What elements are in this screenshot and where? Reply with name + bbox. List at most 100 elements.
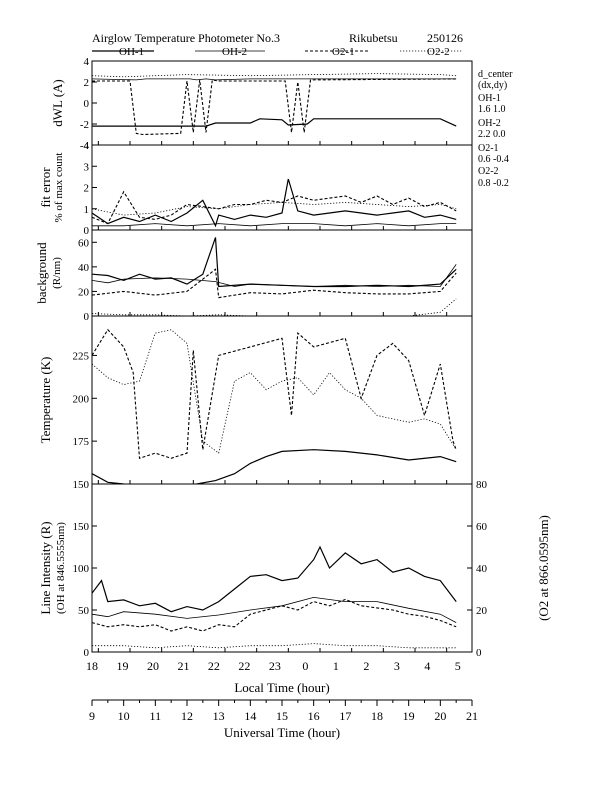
universal-tick-label: 9 (89, 709, 95, 723)
series-fit-oh-2 (92, 223, 457, 227)
legend-label-o2-2: O2-2 (427, 46, 450, 58)
universal-time-label: Universal Time (hour) (224, 725, 340, 740)
ytick-label-dwl: 0 (84, 98, 90, 110)
series-intensity-oh-1 (92, 545, 457, 613)
universal-tick-label: 10 (118, 709, 130, 723)
ytick-label-fit: 3 (84, 161, 90, 173)
universal-tick-label: 19 (403, 709, 415, 723)
local-tick-label: 19 (116, 659, 128, 673)
panels: 4 2 0 -2 -4 dWL (A)4 3 2 1 0 fit error% of max cou… (34, 56, 551, 659)
series-dwl-oh-1 (92, 118, 457, 127)
legend: OH-1 OH-2 O2-1 O2-2 (92, 46, 462, 58)
ylabel-intensity: Line Intensity (R) (38, 521, 53, 614)
ylabel-background: background (34, 242, 49, 304)
series-temperature-oh-1 (92, 449, 457, 484)
panel-background: 60 40 20 0 background (R/nm) (34, 229, 473, 323)
series-dwl-o2-1 (92, 78, 457, 136)
local-tick-label: 22 (208, 659, 220, 673)
ytick-right-label-intensity: 0 (476, 647, 482, 659)
local-time-label: Local Time (hour) (234, 680, 329, 695)
series-intensity-o2-1 (92, 598, 457, 632)
ytick-label-fit: 0 (84, 225, 90, 237)
universal-tick-label: 21 (466, 709, 478, 723)
local-tick-label: 4 (424, 659, 430, 673)
ytick-label-background: 0 (84, 311, 90, 323)
universal-tick-label: 11 (150, 709, 162, 723)
ytick-label-intensity: 50 (78, 605, 90, 617)
d-center-name-oh-2: OH-2 (478, 118, 501, 129)
series-fit-o2-1 (92, 190, 457, 225)
d-center-value-oh-1: 1.6 1.0 (478, 104, 506, 115)
ytick-label-background: 40 (78, 262, 90, 274)
series-intensity-o2-2 (92, 643, 457, 649)
d-center-value-oh-2: 2.2 0.0 (478, 129, 506, 140)
local-tick-label: 0 (302, 659, 308, 673)
local-tick-label: 3 (394, 659, 400, 673)
ytick-right-label-intensity: 80 (476, 479, 488, 491)
universal-tick-label: 14 (244, 709, 256, 723)
ylabel-fit: fit error (38, 167, 53, 208)
panel-dwl: 4 2 0 -2 -4 dWL (A) (50, 56, 473, 152)
chart-title: Airglow Temperature Photometer No.3 (92, 31, 280, 45)
series-background-oh-2 (92, 264, 457, 287)
ytick-label-fit: 1 (84, 204, 90, 216)
panel-temperature: 225 200 175 150 Temperature (K) (38, 315, 473, 491)
d-center-name-o2-1: O2-1 (478, 143, 499, 154)
ylabel-right-intensity: (O2 at 866.0595nm) (536, 515, 551, 621)
panel-frame-intensity (91, 483, 473, 653)
series-temperature-o2-1 (92, 328, 457, 460)
series-background-o2-2 (92, 298, 457, 316)
panel-intensity: 150 100 50 0 80 60 40 20 0 Line Intensity (R) (OH … (38, 479, 551, 659)
ytick-label-temperature: 200 (73, 393, 90, 405)
series-background-o2-1 (92, 268, 457, 299)
d-center-name-o2-2: O2-2 (478, 166, 499, 177)
series-intensity-oh-2 (92, 596, 457, 623)
ylabel-fit-2: % of max count (53, 153, 65, 223)
ylabel-intensity-2: (OH at 846.5555nm) (55, 522, 67, 614)
legend-label-oh-2: OH-2 (222, 46, 247, 58)
ytick-right-label-intensity: 40 (476, 563, 488, 575)
local-tick-label: 22 (238, 659, 250, 673)
d-center-heading: d_center (478, 69, 513, 80)
ytick-label-intensity: 100 (73, 563, 90, 575)
ytick-label-intensity: 150 (73, 521, 90, 533)
panel-frame-background (91, 229, 473, 317)
local-tick-label: 21 (177, 659, 189, 673)
ylabel-temperature: Temperature (K) (38, 357, 53, 444)
universal-tick-label: 18 (371, 709, 383, 723)
ytick-label-background: 20 (78, 286, 90, 298)
ytick-label-temperature: 175 (73, 436, 90, 448)
station-name: Rikubetsu (349, 31, 398, 45)
d-center-value-o2-2: 0.8 -0.2 (478, 178, 509, 189)
ytick-label-dwl: -4 (80, 140, 90, 152)
ytick-label-intensity: 0 (84, 647, 90, 659)
ytick-label-fit: 4 (84, 140, 90, 152)
universal-tick-label: 13 (213, 709, 225, 723)
date-code: 250126 (427, 31, 463, 45)
universal-tick-label: 20 (434, 709, 446, 723)
ytick-right-label-intensity: 60 (476, 521, 488, 533)
ytick-right-label-intensity: 20 (476, 605, 488, 617)
legend-label-o2-1: O2-1 (332, 46, 355, 58)
series-temperature-o2-2 (92, 329, 457, 454)
ytick-label-dwl: -2 (80, 119, 89, 131)
ylabel-dwl: dWL (A) (50, 79, 65, 127)
universal-tick-label: 16 (308, 709, 320, 723)
panel-frame-dwl (91, 60, 473, 146)
time-axes: 18 19 20 21 22 22 23 0 1 2 3 4 59 10 11 12 13 14 15 16 17 18 1… (86, 659, 478, 723)
universal-tick-label: 17 (339, 709, 351, 723)
d-center-info: d_center(dx,dy) OH-11.6 1.0 OH-22.2 0.0 O2-… (478, 69, 513, 189)
ytick-label-dwl: 2 (84, 77, 90, 89)
series-dwl-oh-2 (92, 78, 457, 81)
ytick-label-fit: 2 (84, 183, 90, 195)
legend-label-oh-1: OH-1 (119, 46, 144, 58)
local-tick-label: 18 (86, 659, 98, 673)
ytick-label-temperature: 150 (73, 479, 90, 491)
ytick-label-temperature: 225 (73, 350, 90, 362)
d-center-subheading: (dx,dy) (478, 80, 507, 91)
local-tick-label: 1 (333, 659, 339, 673)
ytick-label-background: 60 (78, 237, 90, 249)
series-fit-oh-1 (92, 178, 457, 228)
universal-tick-label: 12 (181, 709, 193, 723)
